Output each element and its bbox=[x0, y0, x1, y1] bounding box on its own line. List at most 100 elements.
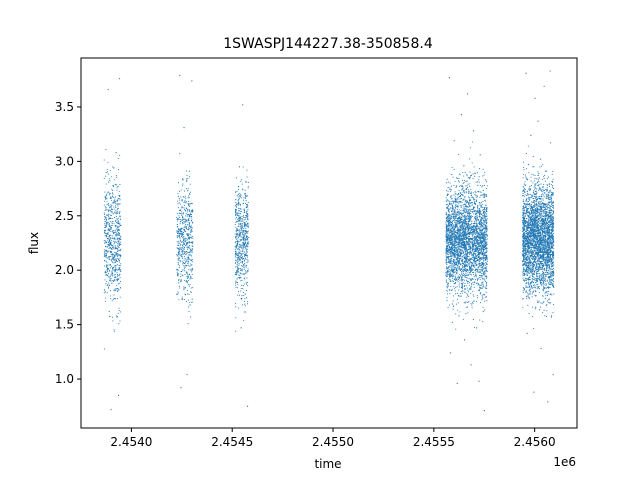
data-point bbox=[104, 218, 106, 220]
data-point bbox=[237, 248, 240, 250]
data-point bbox=[452, 213, 454, 215]
data-point bbox=[457, 233, 459, 235]
data-point bbox=[446, 248, 448, 250]
data-point bbox=[177, 263, 179, 265]
data-point bbox=[477, 247, 479, 249]
data-point bbox=[458, 294, 460, 297]
data-point bbox=[187, 242, 189, 244]
data-point bbox=[458, 250, 460, 252]
data-point bbox=[483, 263, 485, 265]
data-point bbox=[480, 226, 482, 228]
data-point bbox=[449, 208, 451, 210]
data-point bbox=[190, 275, 192, 277]
data-point bbox=[459, 243, 461, 246]
data-point bbox=[461, 251, 463, 253]
data-point bbox=[180, 275, 182, 278]
data-point bbox=[464, 238, 466, 240]
data-point bbox=[458, 284, 460, 286]
data-point bbox=[474, 233, 476, 236]
data-point bbox=[462, 182, 464, 184]
data-point bbox=[475, 276, 477, 278]
data-point bbox=[104, 300, 106, 302]
data-point bbox=[451, 246, 453, 248]
data-point bbox=[112, 320, 114, 322]
data-point bbox=[245, 227, 247, 229]
data-point bbox=[238, 210, 240, 212]
data-point bbox=[485, 248, 487, 250]
data-point bbox=[111, 224, 113, 226]
data-point bbox=[191, 278, 193, 280]
data-point bbox=[462, 191, 464, 193]
data-point bbox=[445, 231, 447, 233]
data-point bbox=[445, 213, 447, 215]
data-point bbox=[477, 290, 479, 292]
data-point bbox=[462, 318, 464, 320]
data-point bbox=[478, 255, 480, 257]
data-point bbox=[113, 330, 115, 332]
data-point bbox=[447, 181, 449, 183]
data-point bbox=[465, 243, 467, 245]
data-point bbox=[472, 228, 474, 230]
data-point bbox=[458, 235, 460, 237]
data-point bbox=[245, 224, 247, 226]
data-point bbox=[236, 234, 238, 236]
data-point bbox=[451, 215, 453, 218]
data-point bbox=[237, 214, 239, 217]
data-point bbox=[448, 260, 450, 262]
data-point bbox=[104, 241, 106, 243]
data-point bbox=[246, 256, 249, 258]
data-point bbox=[470, 174, 472, 176]
data-point bbox=[106, 233, 108, 235]
data-point bbox=[106, 218, 108, 221]
data-point bbox=[241, 284, 243, 287]
data-point bbox=[448, 226, 450, 228]
data-point bbox=[108, 213, 110, 215]
data-point bbox=[485, 213, 487, 215]
data-point bbox=[120, 256, 122, 258]
data-point bbox=[477, 191, 480, 193]
data-point bbox=[191, 264, 193, 266]
data-point bbox=[456, 219, 459, 221]
data-point bbox=[445, 221, 447, 223]
data-point bbox=[240, 250, 242, 252]
data-point bbox=[482, 273, 485, 275]
data-point bbox=[468, 242, 470, 244]
data-point bbox=[471, 215, 473, 217]
data-point bbox=[467, 252, 469, 254]
data-point bbox=[481, 283, 483, 285]
data-point bbox=[106, 169, 108, 171]
data-point bbox=[246, 303, 249, 305]
data-point bbox=[448, 210, 450, 212]
data-point bbox=[189, 222, 191, 224]
data-point bbox=[244, 234, 246, 236]
data-point bbox=[477, 219, 480, 221]
data-point bbox=[105, 271, 107, 273]
data-point bbox=[182, 212, 184, 214]
data-point bbox=[469, 248, 471, 250]
data-point bbox=[103, 212, 105, 214]
data-point bbox=[485, 269, 487, 271]
data-point bbox=[456, 232, 458, 234]
data-point bbox=[476, 226, 478, 228]
data-point bbox=[476, 269, 478, 271]
data-point bbox=[451, 238, 453, 240]
data-point bbox=[465, 219, 467, 221]
data-point bbox=[189, 263, 191, 265]
data-point bbox=[483, 185, 486, 187]
data-point bbox=[235, 177, 237, 179]
data-point bbox=[462, 275, 464, 277]
data-point bbox=[189, 254, 191, 256]
data-point bbox=[457, 194, 459, 196]
data-point bbox=[482, 185, 484, 187]
data-point bbox=[187, 188, 189, 190]
data-point bbox=[176, 241, 178, 243]
data-point bbox=[116, 252, 118, 254]
data-point bbox=[235, 302, 237, 305]
data-point bbox=[474, 222, 476, 224]
data-point bbox=[454, 274, 456, 276]
data-point bbox=[184, 225, 186, 227]
data-point bbox=[450, 217, 452, 219]
data-point bbox=[469, 253, 471, 255]
data-point bbox=[112, 298, 114, 300]
data-point bbox=[111, 197, 113, 199]
